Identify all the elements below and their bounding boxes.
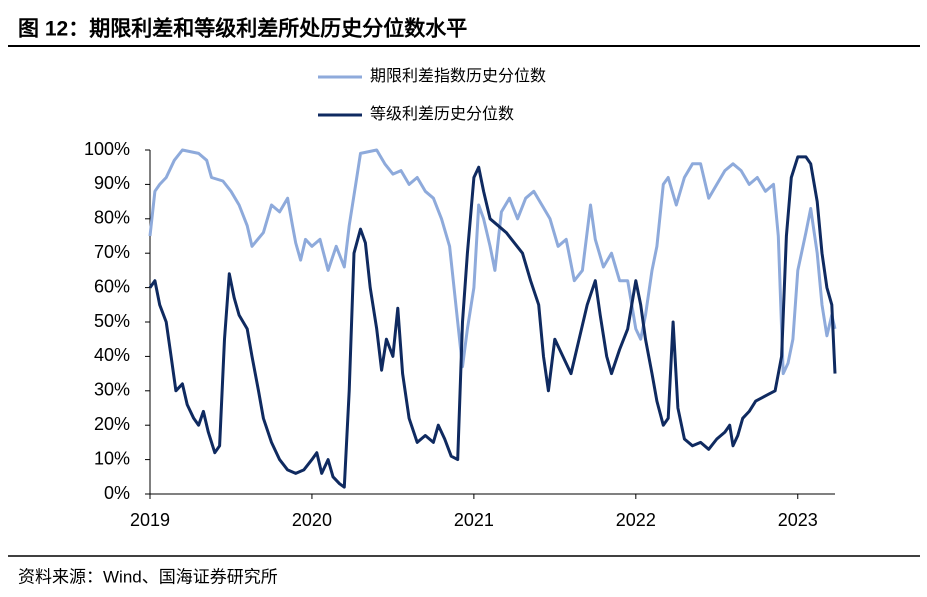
series-line	[148, 155, 837, 489]
x-tick-label: 2020	[292, 510, 332, 530]
y-tick-label: 20%	[94, 414, 130, 434]
x-tick-label: 2023	[778, 510, 818, 530]
y-tick-label: 40%	[94, 345, 130, 365]
x-tick-label: 2022	[616, 510, 656, 530]
chart-title: 图 12：期限利差和等级利差所处历史分位数水平	[18, 17, 467, 41]
y-tick-label: 70%	[94, 242, 130, 262]
series-line	[148, 148, 837, 376]
legend-label: 期限利差指数历史分位数	[370, 67, 546, 85]
y-tick-label: 10%	[94, 448, 130, 468]
legend-label: 等级利差历史分位数	[370, 105, 514, 123]
y-tick-label: 50%	[94, 311, 130, 331]
y-tick-label: 90%	[94, 173, 130, 193]
y-tick-label: 60%	[94, 276, 130, 296]
y-tick-label: 30%	[94, 380, 130, 400]
y-tick-label: 100%	[84, 139, 130, 159]
y-tick-label: 0%	[104, 483, 130, 503]
x-tick-label: 2019	[130, 510, 170, 530]
x-tick-label: 2021	[454, 510, 494, 530]
source: 资料来源：Wind、国海证券研究所	[18, 567, 278, 586]
y-tick-label: 80%	[94, 208, 130, 228]
